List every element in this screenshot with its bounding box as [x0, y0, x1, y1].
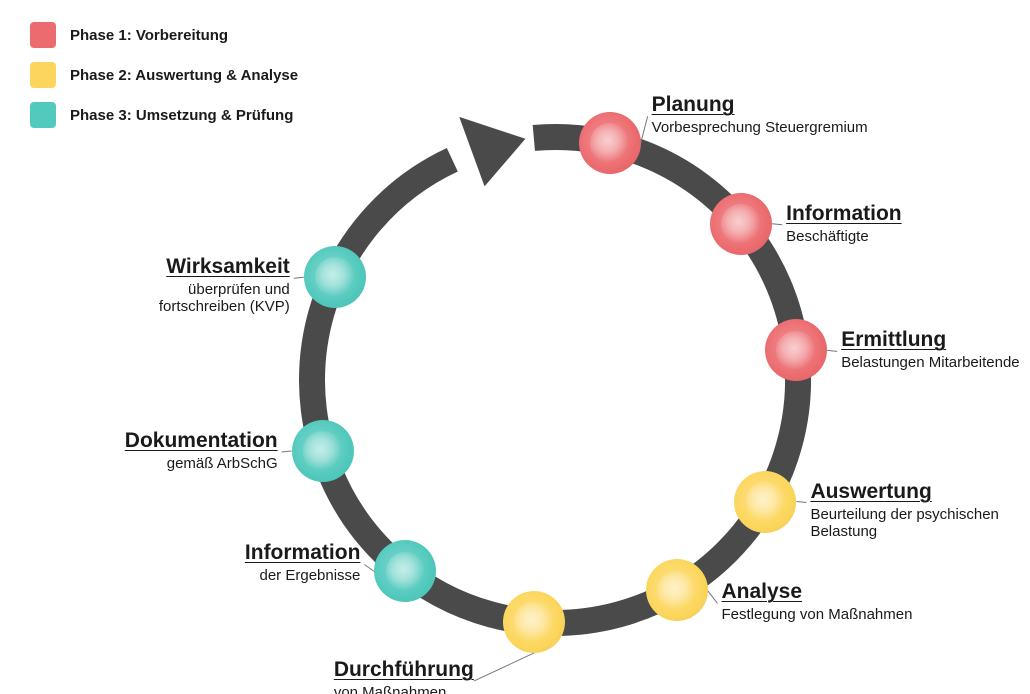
- leader-line: [772, 224, 782, 225]
- cycle-label-title: Dokumentation: [18, 429, 278, 453]
- cycle-label-dokumentation: Dokumentation gemäß ArbSchG: [18, 429, 278, 472]
- cycle-node-information2: [374, 540, 436, 602]
- cycle-label-planung: Planung Vorbesprechung Steuergremium: [652, 93, 912, 136]
- process-cycle-diagram: Phase 1: Vorbereitung Phase 2: Auswertun…: [0, 0, 1030, 694]
- legend-label-phase3: Phase 3: Umsetzung & Prüfung: [70, 107, 293, 124]
- cycle-label-title: Durchführung: [334, 658, 594, 682]
- legend-label-phase2: Phase 2: Auswertung & Analyse: [70, 67, 298, 84]
- cycle-node-dokumentation: [292, 420, 354, 482]
- cycle-label-ermittlung: Ermittlung Belastungen Mitarbeitende: [841, 328, 1030, 371]
- leader-line: [796, 502, 806, 503]
- cycle-node-planung: [579, 112, 641, 174]
- legend-row-phase3: Phase 3: Umsetzung & Prüfung: [30, 102, 298, 128]
- legend-swatch-phase2: [30, 62, 56, 88]
- cycle-label-wirksamkeit: Wirksamkeitüberprüfen und fortschreiben …: [120, 255, 290, 315]
- cycle-label-auswertung: AuswertungBeurteilung der psychischen Be…: [810, 480, 1030, 540]
- cycle-node-durchfuehrung: [503, 591, 565, 653]
- cycle-node-analyse: [646, 559, 708, 621]
- cycle-label-title: Information: [786, 202, 1030, 226]
- cycle-label-subtitle: Belastungen Mitarbeitende: [841, 354, 1030, 371]
- cycle-node-wirksamkeit: [304, 246, 366, 308]
- leader-line: [294, 277, 304, 278]
- cycle-label-information1: Information Beschäftigte: [786, 202, 1030, 245]
- legend-label-phase1: Phase 1: Vorbereitung: [70, 27, 228, 44]
- cycle-label-title: Ermittlung: [841, 328, 1030, 352]
- cycle-label-subtitle: gemäß ArbSchG: [18, 455, 278, 472]
- cycle-node-ermittlung: [765, 319, 827, 381]
- cycle-label-subtitle: Vorbesprechung Steuergremium: [652, 119, 912, 136]
- legend-row-phase1: Phase 1: Vorbereitung: [30, 22, 298, 48]
- cycle-label-subtitle: von Maßnahmen: [334, 684, 594, 694]
- leader-line: [827, 350, 837, 351]
- cycle-label-title: Information: [100, 541, 360, 565]
- cycle-label-analyse: Analyse Festlegung von Maßnahmen: [722, 580, 982, 623]
- cycle-label-title: Wirksamkeit: [120, 255, 290, 279]
- cycle-label-title: Auswertung: [810, 480, 1030, 504]
- leader-line: [364, 564, 374, 571]
- cycle-label-subtitle: überprüfen und fortschreiben (KVP): [120, 281, 290, 315]
- leader-line: [282, 451, 292, 452]
- cycle-label-subtitle: Beschäftigte: [786, 228, 1030, 245]
- cycle-label-title: Analyse: [722, 580, 982, 604]
- cycle-label-subtitle: Festlegung von Maßnahmen: [722, 606, 982, 623]
- cycle-label-subtitle: der Ergebnisse: [100, 567, 360, 584]
- cycle-label-durchfuehrung: Durchführung von Maßnahmen: [334, 658, 594, 694]
- cycle-label-information2: Information der Ergebnisse: [100, 541, 360, 584]
- legend-swatch-phase1: [30, 22, 56, 48]
- cycle-node-information1: [710, 193, 772, 255]
- cycle-node-auswertung: [734, 471, 796, 533]
- leader-line: [641, 116, 648, 143]
- legend: Phase 1: Vorbereitung Phase 2: Auswertun…: [30, 22, 298, 142]
- cycle-label-subtitle: Beurteilung der psychischen Belastung: [810, 506, 1030, 540]
- legend-swatch-phase3: [30, 102, 56, 128]
- legend-row-phase2: Phase 2: Auswertung & Analyse: [30, 62, 298, 88]
- leader-line: [708, 590, 718, 603]
- cycle-label-title: Planung: [652, 93, 912, 117]
